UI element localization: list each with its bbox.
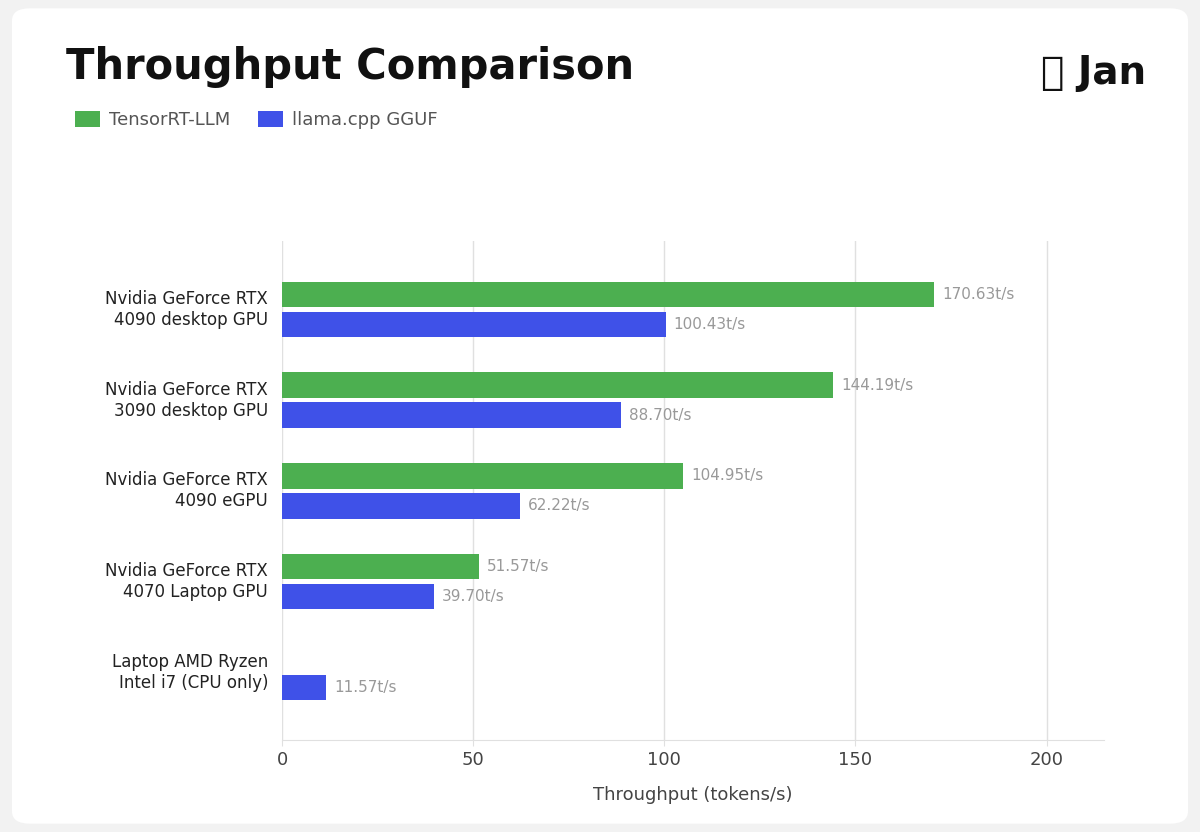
- Bar: [282, 463, 683, 488]
- Text: 51.57t/s: 51.57t/s: [487, 559, 550, 574]
- Text: 144.19t/s: 144.19t/s: [841, 378, 913, 393]
- Text: 104.95t/s: 104.95t/s: [691, 468, 763, 483]
- Text: 62.22t/s: 62.22t/s: [528, 498, 590, 513]
- Text: 100.43t/s: 100.43t/s: [673, 317, 746, 332]
- Bar: [282, 675, 326, 700]
- Text: 170.63t/s: 170.63t/s: [942, 287, 1014, 302]
- Bar: [282, 312, 666, 337]
- Bar: [282, 403, 622, 428]
- FancyBboxPatch shape: [12, 8, 1188, 824]
- Bar: [282, 554, 479, 579]
- Bar: [282, 493, 520, 518]
- Bar: [282, 584, 433, 609]
- X-axis label: Throughput (tokens/s): Throughput (tokens/s): [593, 785, 793, 804]
- Text: 88.70t/s: 88.70t/s: [629, 408, 691, 423]
- Bar: [282, 282, 935, 307]
- Text: 👋 Jan: 👋 Jan: [1040, 54, 1146, 92]
- Text: Throughput Comparison: Throughput Comparison: [66, 46, 634, 87]
- Bar: [282, 373, 833, 398]
- Legend: TensorRT-LLM, llama.cpp GGUF: TensorRT-LLM, llama.cpp GGUF: [76, 111, 438, 129]
- Text: 11.57t/s: 11.57t/s: [334, 680, 396, 695]
- Text: 39.70t/s: 39.70t/s: [442, 589, 504, 604]
